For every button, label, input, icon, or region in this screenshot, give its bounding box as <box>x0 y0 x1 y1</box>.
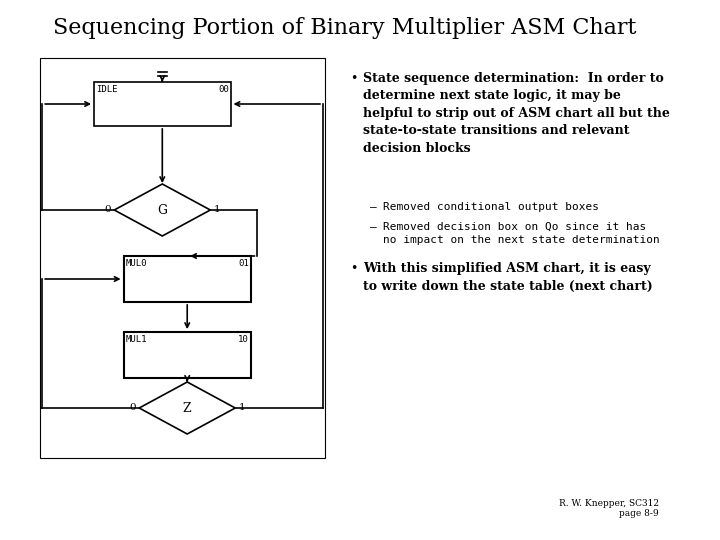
Text: 00: 00 <box>218 85 229 94</box>
Text: 01: 01 <box>238 259 249 268</box>
Text: Removed decision box on Qo since it has
no impact on the next state determinatio: Removed decision box on Qo since it has … <box>383 222 660 245</box>
Bar <box>94 82 230 126</box>
Text: MUL0: MUL0 <box>125 259 147 268</box>
Text: IDLE: IDLE <box>96 85 117 94</box>
Text: R. W. Knepper, SC312
page 8-9: R. W. Knepper, SC312 page 8-9 <box>559 498 659 518</box>
Text: With this simplified ASM chart, it is easy
to write down the state table (next c: With this simplified ASM chart, it is ea… <box>363 262 652 293</box>
Text: •: • <box>350 262 357 275</box>
Text: 0: 0 <box>129 403 135 413</box>
Text: 1: 1 <box>214 206 220 214</box>
Text: MUL1: MUL1 <box>125 335 147 344</box>
Text: Z: Z <box>183 402 192 415</box>
Bar <box>124 332 251 378</box>
Text: 0: 0 <box>104 206 111 214</box>
Text: State sequence determination:  In order to
determine next state logic, it may be: State sequence determination: In order t… <box>363 72 670 155</box>
Text: 10: 10 <box>238 335 249 344</box>
Text: 1: 1 <box>239 403 246 413</box>
Text: G: G <box>157 204 167 217</box>
Text: Removed conditional output boxes: Removed conditional output boxes <box>383 202 599 212</box>
Text: Sequencing Portion of Binary Multiplier ASM Chart: Sequencing Portion of Binary Multiplier … <box>53 17 636 39</box>
Bar <box>124 256 251 302</box>
Text: –: – <box>370 202 377 212</box>
Bar <box>40 58 325 458</box>
Polygon shape <box>114 184 210 236</box>
Text: –: – <box>370 222 377 232</box>
Polygon shape <box>139 382 235 434</box>
Text: •: • <box>350 72 357 85</box>
